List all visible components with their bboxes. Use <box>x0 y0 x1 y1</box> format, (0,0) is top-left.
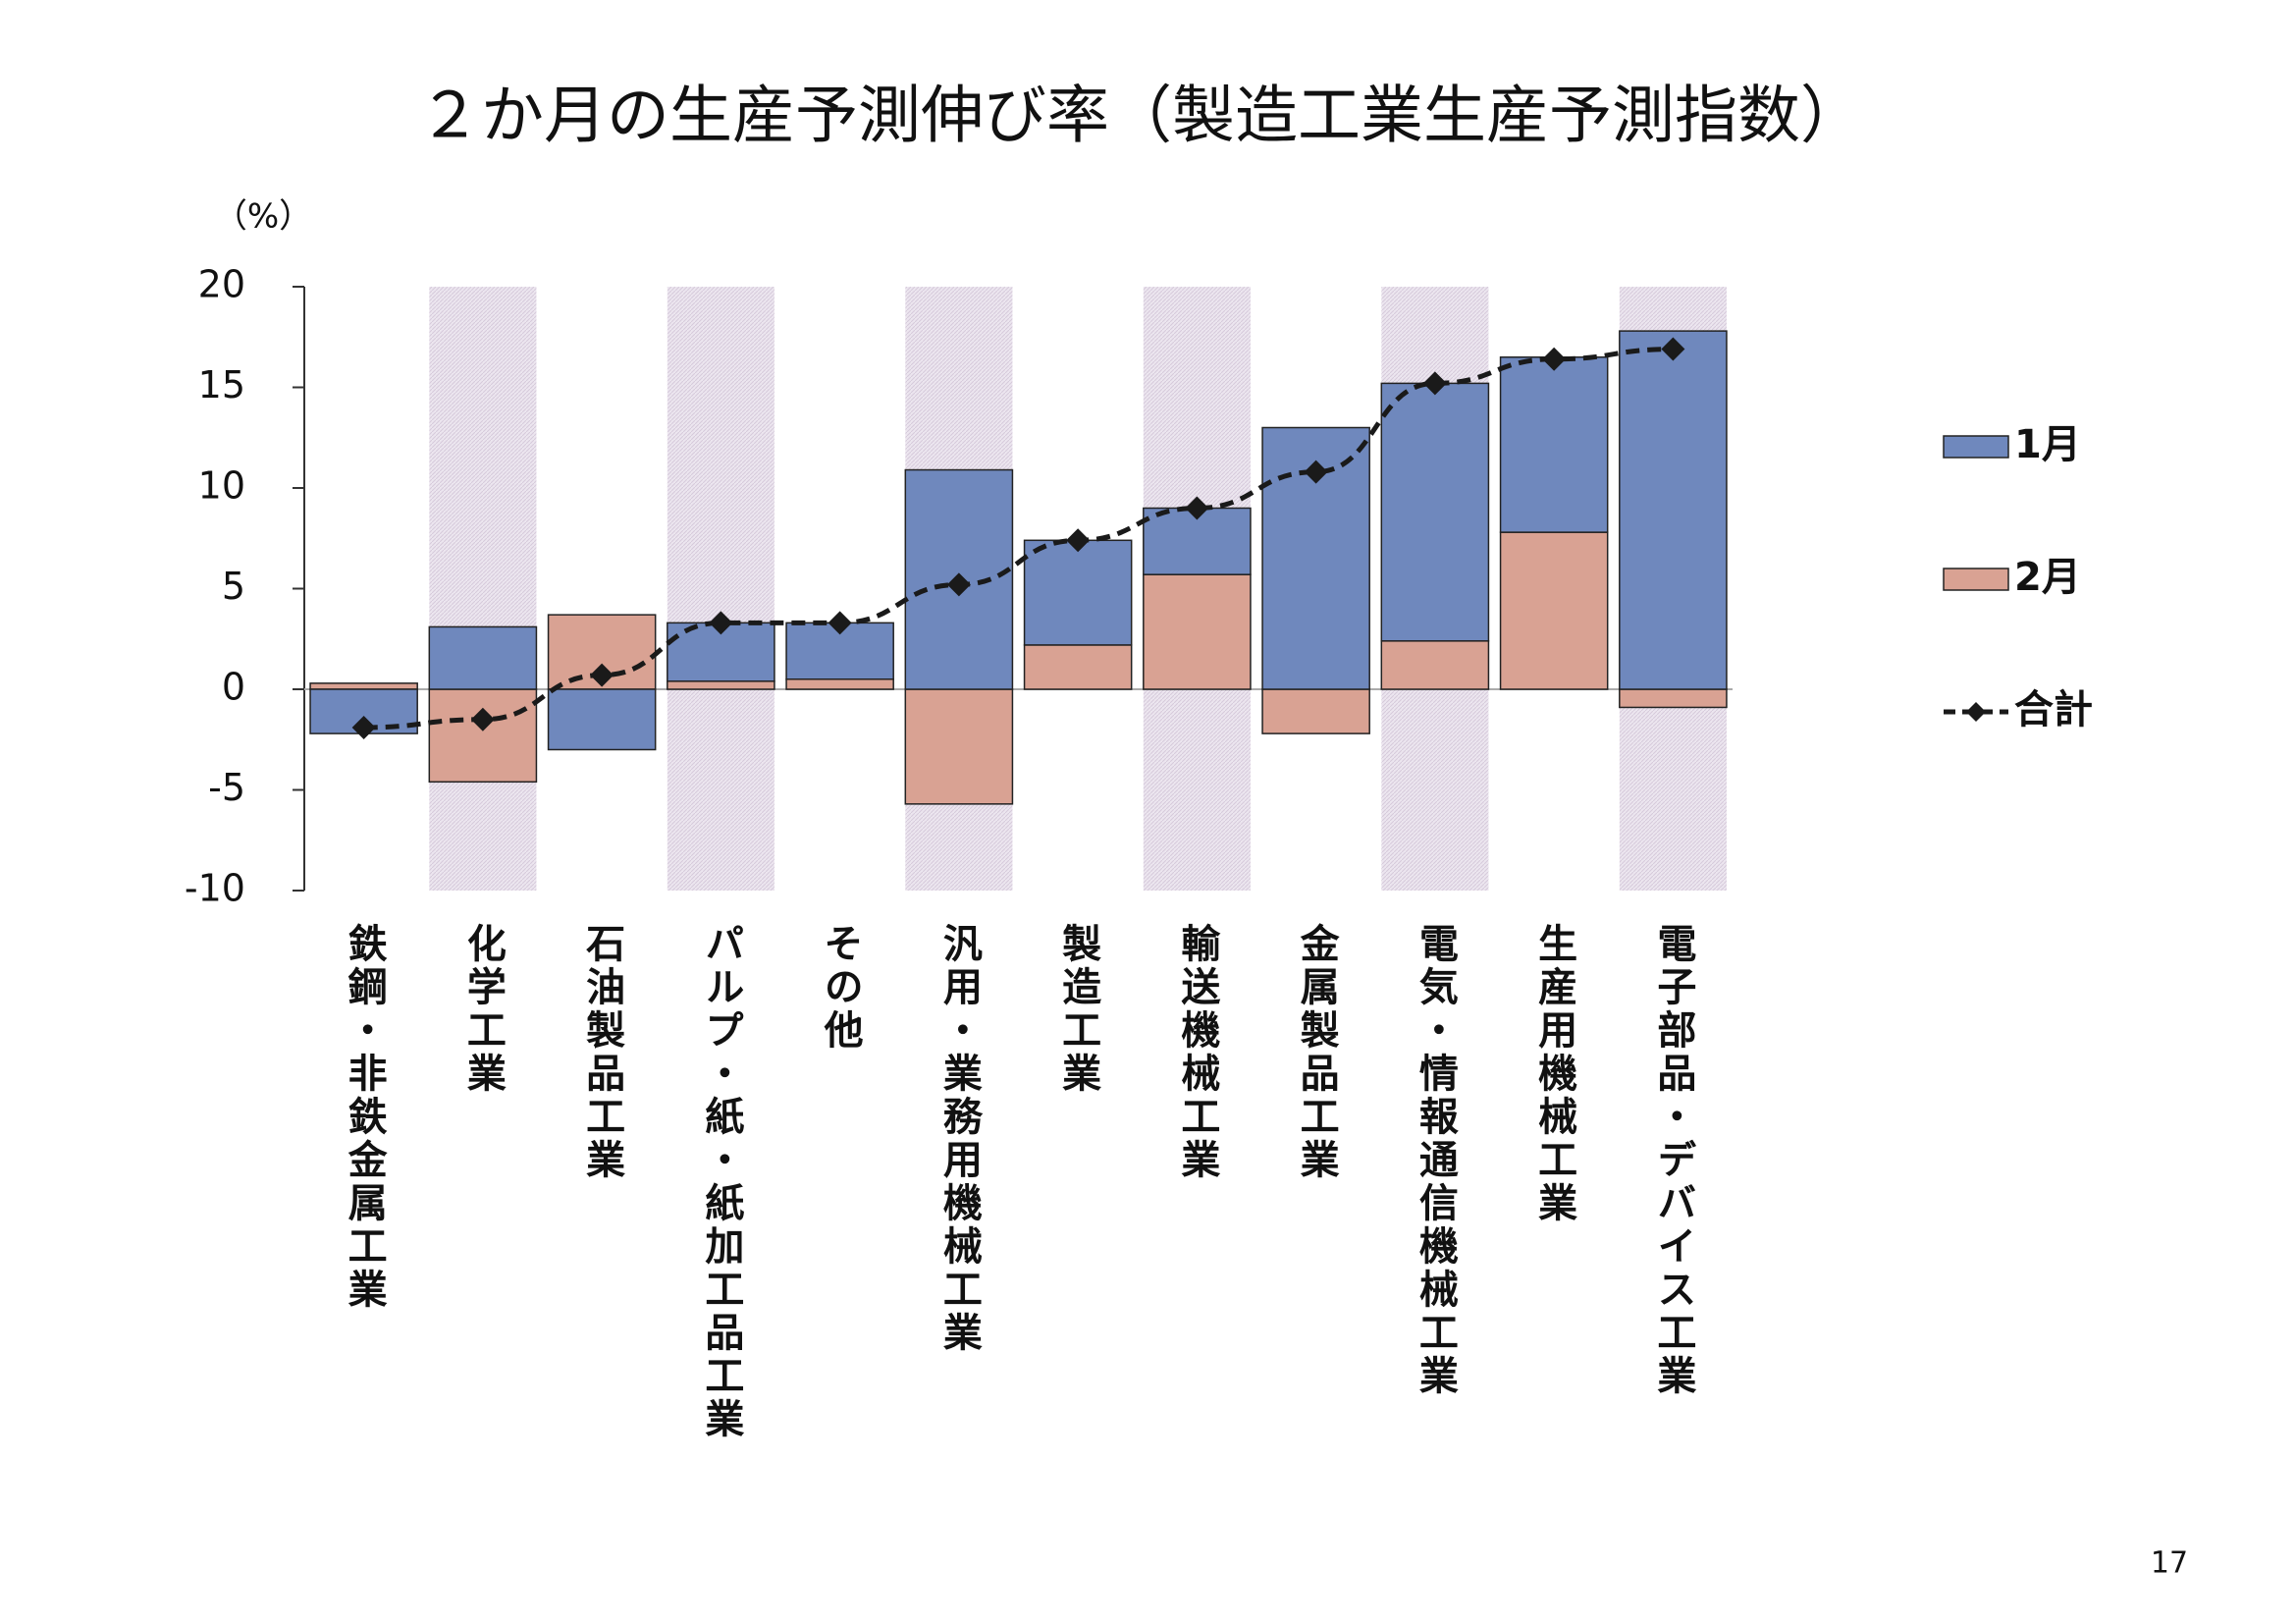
page-number: 17 <box>2151 1546 2188 1581</box>
bar <box>1023 539 1133 646</box>
total-marker <box>709 611 733 635</box>
bar <box>785 678 894 690</box>
band-shade <box>667 287 774 891</box>
legend-swatch <box>1943 435 2009 459</box>
x-tick-label: 製造工業 <box>1055 923 1101 1096</box>
total-marker <box>1185 496 1209 520</box>
bar <box>1023 644 1133 690</box>
x-tick-label: 金属製品工業 <box>1294 922 1341 1182</box>
x-tick-label: 輸送機械工業 <box>1174 923 1220 1182</box>
legend-marker <box>1966 702 1986 722</box>
legend-swatch <box>1943 568 2009 591</box>
y-tick-label: 0 <box>222 666 245 709</box>
total-marker <box>1304 460 1328 484</box>
x-tick-label: 鉄鋼・非鉄金属工業 <box>342 923 389 1312</box>
total-marker <box>351 715 376 739</box>
x-tick-label: パルプ・紙・紙加工品工業 <box>698 923 744 1441</box>
legend-label: 合計 <box>2014 687 2093 732</box>
total-marker <box>1661 337 1685 361</box>
y-tick-label: -5 <box>208 766 245 809</box>
total-marker <box>590 663 614 687</box>
legend-label: 1月 <box>2014 422 2081 467</box>
bar <box>428 688 538 784</box>
bar <box>1261 688 1370 734</box>
y-axis-label: （%） <box>214 197 312 237</box>
bar <box>667 680 775 690</box>
legend-label: 2月 <box>2014 555 2081 600</box>
total-marker <box>946 572 971 597</box>
bar <box>1499 356 1609 533</box>
y-tick-label: 20 <box>198 263 245 306</box>
x-tick-label: 化学工業 <box>460 923 507 1096</box>
bar <box>1619 330 1728 690</box>
bar <box>547 688 657 751</box>
x-tick-label: 電子部品・デバイス工業 <box>1650 923 1696 1398</box>
total-marker <box>470 707 495 731</box>
bar <box>1380 382 1490 642</box>
total-marker <box>1542 347 1567 371</box>
y-tick-label: -10 <box>185 867 245 910</box>
x-tick-label: その他 <box>818 923 865 1053</box>
bar <box>428 625 538 690</box>
chart-title: ２か月の生産予測伸び率（製造工業生産予測指数） <box>418 81 1863 153</box>
x-tick-label: 汎用・業務用機械工業 <box>936 923 983 1355</box>
bar <box>309 682 418 690</box>
bar <box>1499 531 1609 690</box>
x-tick-label: 電気・情報通信機械工業 <box>1413 923 1459 1398</box>
y-tick-label: 10 <box>198 464 245 508</box>
x-tick-label: 石油製品工業 <box>579 923 625 1182</box>
bar <box>1143 573 1252 690</box>
x-tick-label: 生産用機械工業 <box>1531 923 1577 1225</box>
bar <box>1380 640 1490 690</box>
total-marker <box>1422 371 1447 396</box>
y-tick-label: 15 <box>198 363 245 406</box>
total-marker <box>828 611 852 635</box>
band-shade <box>429 287 537 891</box>
y-tick-label: 5 <box>222 565 245 608</box>
total-marker <box>1066 528 1091 553</box>
bar <box>1619 688 1728 709</box>
bar <box>904 688 1014 805</box>
